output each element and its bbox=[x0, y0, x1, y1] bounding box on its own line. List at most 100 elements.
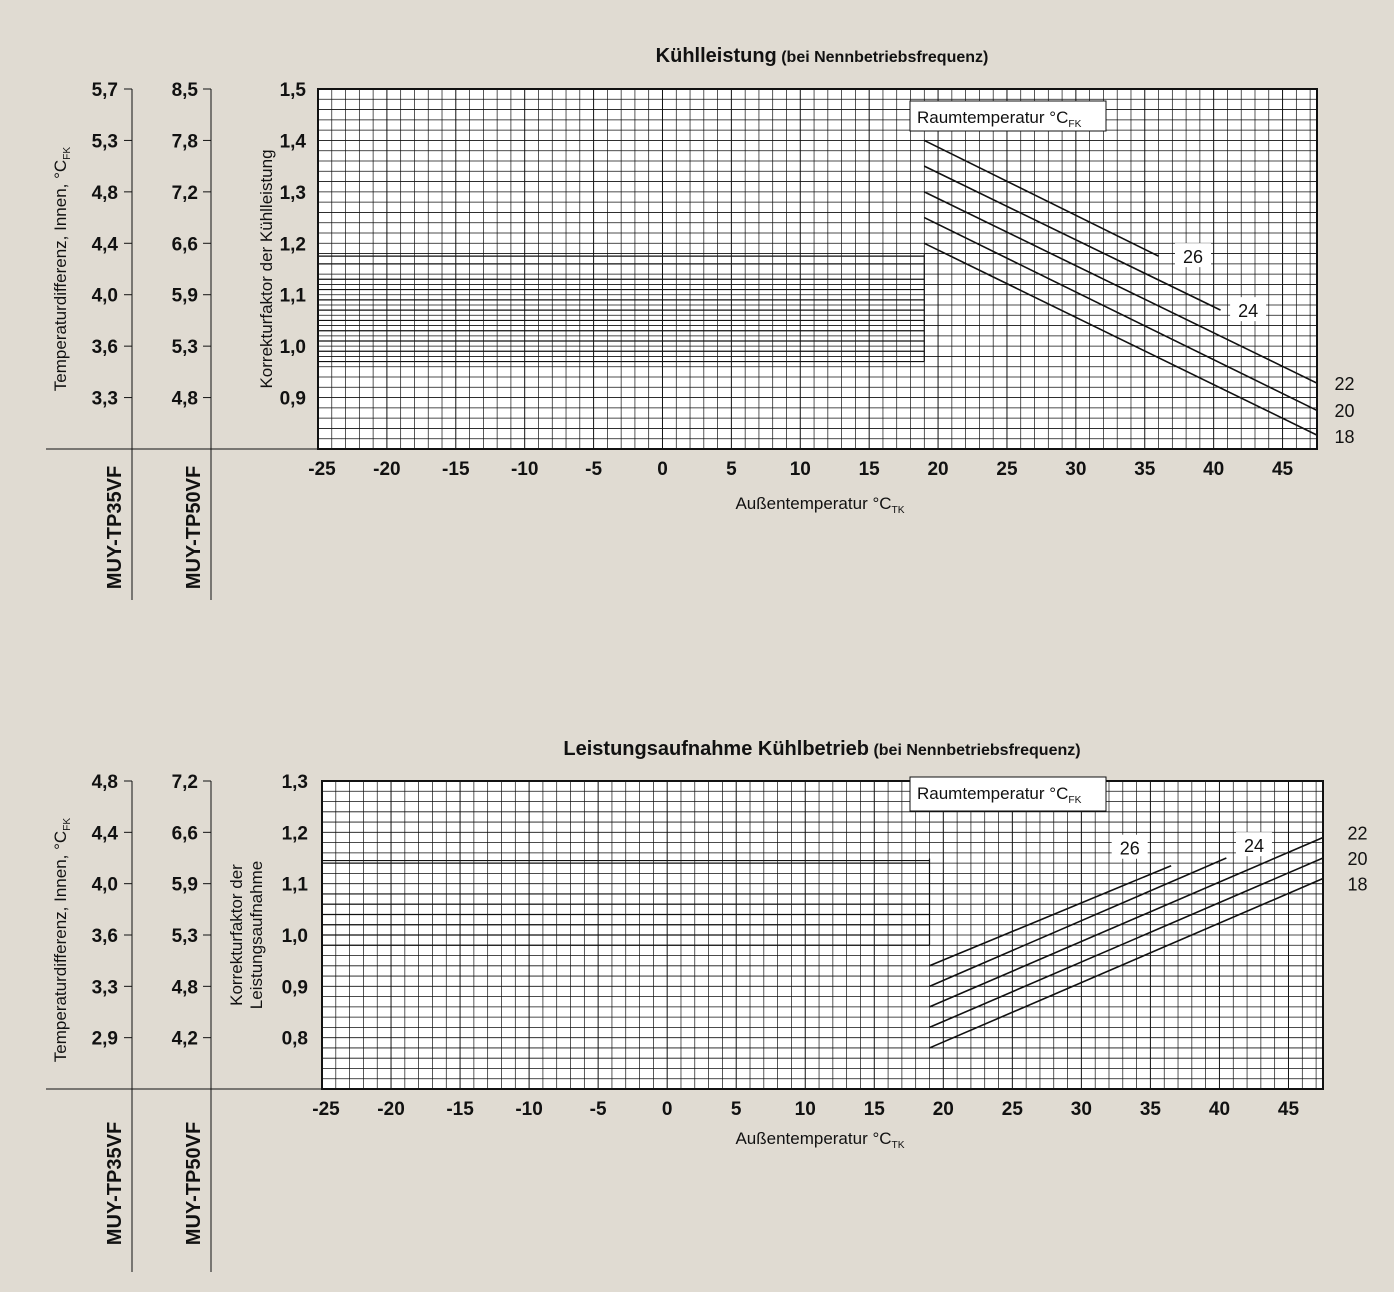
series-line-18 bbox=[929, 877, 1324, 1049]
legend-title: Raumtemperatur °CFK bbox=[917, 108, 1082, 130]
x-tick-label: 45 bbox=[1272, 459, 1294, 480]
model-name: MUY-TP50VF bbox=[183, 466, 205, 589]
model-label: MUY-TP50VF bbox=[183, 1122, 205, 1245]
x-tick-label: 30 bbox=[1071, 1099, 1092, 1120]
y-tick-label: 1,2 bbox=[282, 823, 308, 844]
y-axis-label-line: Korrekturfaktor der bbox=[227, 864, 246, 1006]
x-tick-label: -5 bbox=[585, 459, 602, 480]
series-line-24 bbox=[929, 857, 1227, 988]
aux-tick-label: 3,3 bbox=[92, 389, 118, 410]
x-tick-label: 35 bbox=[1134, 459, 1156, 480]
chart-title: Kühlleistung (bei Nennbetriebsfrequenz) bbox=[656, 45, 989, 67]
y-tick-label: 1,0 bbox=[282, 926, 308, 947]
y-tick-label: 1,4 bbox=[280, 131, 307, 152]
aux-axes: 3,3 3,6 4,0 4,4 4,8 5,3 5,7 MUY-TP35VF 4,8 5,3 5,9… bbox=[46, 80, 318, 600]
x-tick-label: 20 bbox=[927, 459, 948, 480]
x-tick-label: 40 bbox=[1203, 459, 1224, 480]
x-tick-label: 0 bbox=[662, 1099, 673, 1120]
chart-1: Kühlleistung (bei Nennbetriebsfrequenz) 2… bbox=[46, 45, 1355, 600]
legend-title: Raumtemperatur °CFK bbox=[917, 784, 1082, 806]
chart-2: Leistungsaufnahme Kühlbetrieb (bei Nennb… bbox=[46, 738, 1368, 1272]
y-axis-label: Korrekturfaktor der Kühlleistung bbox=[257, 149, 276, 388]
series-label: 20 bbox=[1335, 401, 1355, 421]
series-line-20 bbox=[929, 857, 1324, 1029]
plot-frame bbox=[317, 88, 1318, 450]
grid bbox=[317, 88, 1317, 450]
series-label: 26 bbox=[1183, 247, 1203, 267]
x-tick-label: 20 bbox=[933, 1099, 954, 1120]
reference-lines bbox=[322, 858, 931, 946]
plot-frame bbox=[321, 780, 1324, 1090]
series-label: 18 bbox=[1348, 875, 1368, 895]
x-tick-label: 15 bbox=[864, 1099, 886, 1120]
model-label: MUY-TP50VF bbox=[183, 466, 205, 589]
x-tick-label: 15 bbox=[859, 459, 881, 480]
series-label-bg bbox=[1174, 243, 1211, 268]
aux-tick-label: 5,9 bbox=[172, 875, 198, 896]
aux-title: Temperaturdifferenz, Innen, °CFK bbox=[51, 818, 73, 1063]
x-tick-label: -20 bbox=[377, 1099, 404, 1120]
aux-tick-label: 3,3 bbox=[92, 977, 118, 998]
series-label-bg bbox=[1111, 834, 1148, 859]
y-axis-label: Korrekturfaktor der Leistungsaufnahme bbox=[227, 861, 266, 1009]
aux-tick-label: 4,0 bbox=[92, 875, 118, 896]
x-tick-label: -15 bbox=[442, 459, 470, 480]
x-tick-label: 25 bbox=[1002, 1099, 1024, 1120]
model-name: MUY-TP35VF bbox=[104, 1122, 126, 1245]
series-label-bg bbox=[1230, 297, 1267, 322]
series-line-20 bbox=[923, 216, 1318, 412]
series-label: 22 bbox=[1335, 374, 1355, 394]
y-tick-label: 1,2 bbox=[280, 234, 306, 255]
aux-tick-label: 4,8 bbox=[172, 977, 198, 998]
x-tick-label: 5 bbox=[726, 459, 737, 480]
aux-tick-label: 4,8 bbox=[172, 389, 198, 410]
model-label: MUY-TP35VF bbox=[104, 1122, 126, 1245]
series-label: 26 bbox=[1120, 839, 1140, 859]
y-tick-label: 1,3 bbox=[282, 772, 308, 793]
y-tick-label: 0,9 bbox=[280, 389, 306, 410]
series-label: 24 bbox=[1238, 301, 1258, 321]
y-tick-label: 1,1 bbox=[280, 286, 307, 307]
y-tick-label: 1,5 bbox=[280, 80, 307, 101]
aux-axes: 2,9 3,3 3,6 4,0 4,4 4,8 MUY-TP35VF 4,2 4,8 5,3 5,9… bbox=[46, 772, 322, 1272]
y-axis-label-line: Korrekturfaktor der Kühlleistung bbox=[257, 149, 276, 388]
x-tick-label: -15 bbox=[446, 1099, 474, 1120]
series-label-bg bbox=[1235, 832, 1272, 857]
series-line-26 bbox=[923, 139, 1159, 257]
x-tick-label: 30 bbox=[1065, 459, 1086, 480]
series-label: 20 bbox=[1348, 849, 1368, 869]
aux-tick-label: 5,3 bbox=[172, 926, 198, 947]
x-tick-label: -10 bbox=[515, 1099, 542, 1120]
x-tick-label: -10 bbox=[511, 459, 538, 480]
reference-lines bbox=[318, 254, 925, 363]
x-tick-label: 35 bbox=[1140, 1099, 1162, 1120]
y-tick-label: 0,8 bbox=[282, 1029, 308, 1050]
model-name: MUY-TP50VF bbox=[183, 1122, 205, 1245]
x-tick-label: 25 bbox=[996, 459, 1018, 480]
series-line-18 bbox=[923, 242, 1318, 436]
aux-tick-label: 4,8 bbox=[92, 183, 118, 204]
model-label: MUY-TP35VF bbox=[104, 466, 126, 589]
aux-title-text: Temperaturdifferenz, Innen, °CFK bbox=[51, 147, 73, 392]
x-axis-label: Außentemperatur °CTK bbox=[735, 1129, 904, 1151]
x-tick-label: 5 bbox=[731, 1099, 742, 1120]
aux-tick-label: 7,2 bbox=[172, 772, 198, 793]
plot-area bbox=[318, 89, 1317, 449]
x-tick-label: 0 bbox=[657, 459, 668, 480]
x-tick-label: 45 bbox=[1278, 1099, 1300, 1120]
aux-title: Temperaturdifferenz, Innen, °CFK bbox=[51, 147, 73, 392]
x-tick-label: 10 bbox=[790, 459, 811, 480]
aux-tick-label: 7,2 bbox=[172, 183, 198, 204]
aux-tick-label: 6,6 bbox=[172, 234, 198, 255]
y-tick-label: 1,3 bbox=[280, 183, 306, 204]
series-line-22 bbox=[929, 836, 1324, 1008]
aux-tick-label: 5,3 bbox=[172, 337, 198, 358]
aux-tick-label: 6,6 bbox=[172, 823, 198, 844]
model-name: MUY-TP35VF bbox=[104, 466, 126, 589]
x-tick-label: -25 bbox=[308, 459, 336, 480]
legend-box bbox=[909, 100, 1107, 132]
aux-tick-label: 7,8 bbox=[172, 131, 198, 152]
x-tick-label: 10 bbox=[795, 1099, 816, 1120]
aux-tick-label: 4,4 bbox=[92, 823, 119, 844]
